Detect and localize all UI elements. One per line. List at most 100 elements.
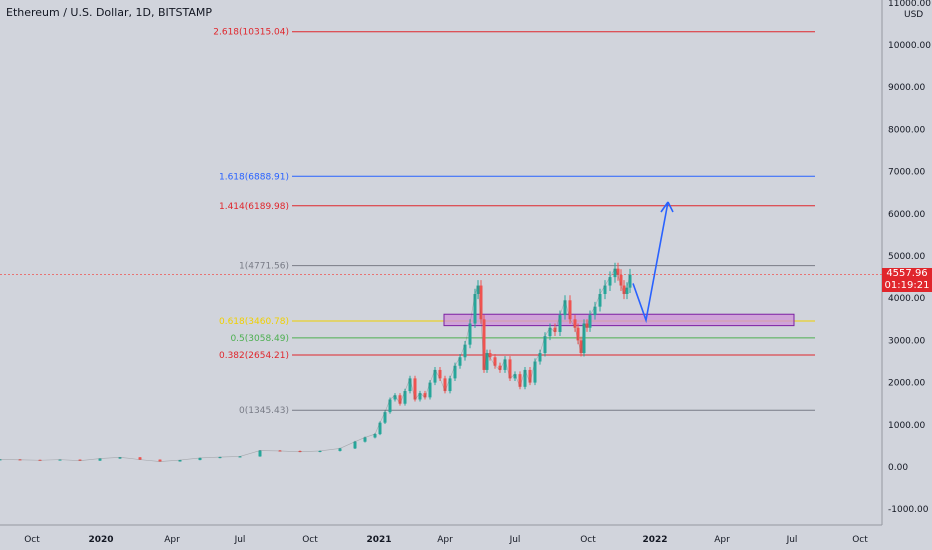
x-tick-label: Apr	[437, 535, 453, 545]
candle-body	[588, 315, 592, 328]
candle-body	[548, 327, 552, 337]
candle-body	[118, 457, 122, 459]
candle-body	[518, 374, 522, 387]
x-tick-label: Oct	[302, 535, 318, 545]
candle-body	[433, 369, 437, 383]
candle-body	[453, 365, 457, 379]
candle-body	[338, 448, 342, 451]
y-tick-label: 4000.00	[888, 294, 925, 304]
candle-body	[363, 437, 367, 442]
y-tick-label: 7000.00	[888, 168, 925, 178]
candle-body	[476, 285, 480, 294]
y-tick-label: 6000.00	[888, 210, 925, 220]
candle-body	[622, 285, 626, 294]
candle-body	[576, 327, 580, 341]
fib-level-label: 0.618(3460.78)	[219, 317, 289, 327]
fib-level-label: 1.414(6189.98)	[219, 202, 289, 212]
candle-body	[98, 458, 102, 461]
candle-body	[533, 361, 537, 383]
candle-body	[498, 365, 502, 370]
current-price-value: 4557.96	[886, 268, 928, 279]
candle-body	[543, 336, 547, 354]
x-tick-label: Oct	[852, 535, 868, 545]
candle-body	[388, 399, 392, 413]
candle-body	[383, 412, 387, 423]
candle-body	[568, 300, 572, 320]
candle-body	[616, 268, 620, 275]
candle-body	[463, 344, 467, 358]
candle-body	[608, 277, 612, 286]
fib-level-label: 0.5(3058.49)	[230, 334, 289, 344]
projection-arrow[interactable]	[632, 201, 669, 324]
candle-body	[625, 287, 629, 294]
candle-body	[198, 457, 202, 461]
candle-body	[428, 382, 432, 398]
y-tick-label: 0.00	[888, 463, 908, 473]
candle-body	[598, 293, 602, 307]
candle-body	[318, 450, 322, 452]
candle-body	[593, 306, 597, 316]
x-tick-label: Jul	[509, 535, 521, 545]
x-tick-label: Apr	[164, 535, 180, 545]
candle-body	[468, 323, 472, 345]
candle-body	[403, 391, 407, 404]
candle-body	[538, 353, 542, 362]
candle-body	[603, 285, 607, 294]
candle-body	[398, 395, 402, 404]
y-tick-label: 3000.00	[888, 336, 925, 346]
x-tick-label: Oct	[24, 535, 40, 545]
candle-body	[393, 395, 397, 400]
current-price-badge: 4557.96 01:19:21	[882, 268, 932, 292]
candle-body	[423, 393, 427, 398]
fib-level-label: 1.618(6888.91)	[219, 172, 289, 182]
candle-body	[473, 293, 477, 324]
x-tick-label: 2022	[642, 535, 667, 545]
x-tick-label: Jul	[234, 535, 246, 545]
candle-body	[628, 274, 632, 288]
candle-body	[573, 319, 577, 328]
y-tick-label: -1000.00	[888, 505, 929, 515]
candle-body	[278, 450, 282, 452]
candle-body	[508, 359, 512, 379]
candle-body	[493, 357, 497, 366]
candle-body	[158, 459, 162, 462]
candle-body	[479, 285, 483, 320]
candle-body	[178, 460, 182, 462]
candle-body	[523, 369, 527, 387]
candle-body	[378, 422, 382, 435]
candle-body	[298, 450, 302, 452]
chart-title: Ethereum / U.S. Dollar, 1D, BITSTAMP	[6, 6, 212, 19]
candle-body	[613, 268, 617, 278]
candle-body	[18, 459, 22, 461]
candle-body	[448, 378, 452, 392]
candle-body	[488, 353, 492, 358]
y-tick-label: 10000.00	[888, 41, 931, 51]
candle-body	[413, 378, 417, 400]
x-tick-label: 2020	[88, 535, 113, 545]
demand-zone[interactable]	[443, 313, 795, 327]
countdown-timer: 01:19:21	[884, 280, 930, 291]
candle-body	[458, 357, 462, 366]
fib-level-label: 1(4771.56)	[239, 262, 289, 272]
fib-level-label: 2.618(10315.04)	[213, 28, 289, 38]
candle-body	[528, 369, 532, 383]
y-tick-label: 9000.00	[888, 83, 925, 93]
y-tick-label: 5000.00	[888, 252, 925, 262]
candle-body	[0, 459, 2, 461]
x-tick-label: Oct	[580, 535, 596, 545]
x-tick-label: Jul	[786, 535, 798, 545]
candle-body	[579, 340, 583, 354]
candle-body	[438, 369, 442, 379]
candle-body	[563, 300, 567, 316]
y-tick-label: 2000.00	[888, 379, 925, 389]
x-tick-label: 2021	[366, 535, 391, 545]
candle-body	[373, 434, 377, 438]
candle-body	[582, 323, 586, 354]
candle-body	[58, 459, 62, 461]
candle-body	[443, 378, 447, 392]
candle-body	[585, 323, 589, 328]
candle-body	[553, 327, 557, 332]
candle-body	[418, 393, 422, 400]
candle-body	[619, 274, 623, 286]
